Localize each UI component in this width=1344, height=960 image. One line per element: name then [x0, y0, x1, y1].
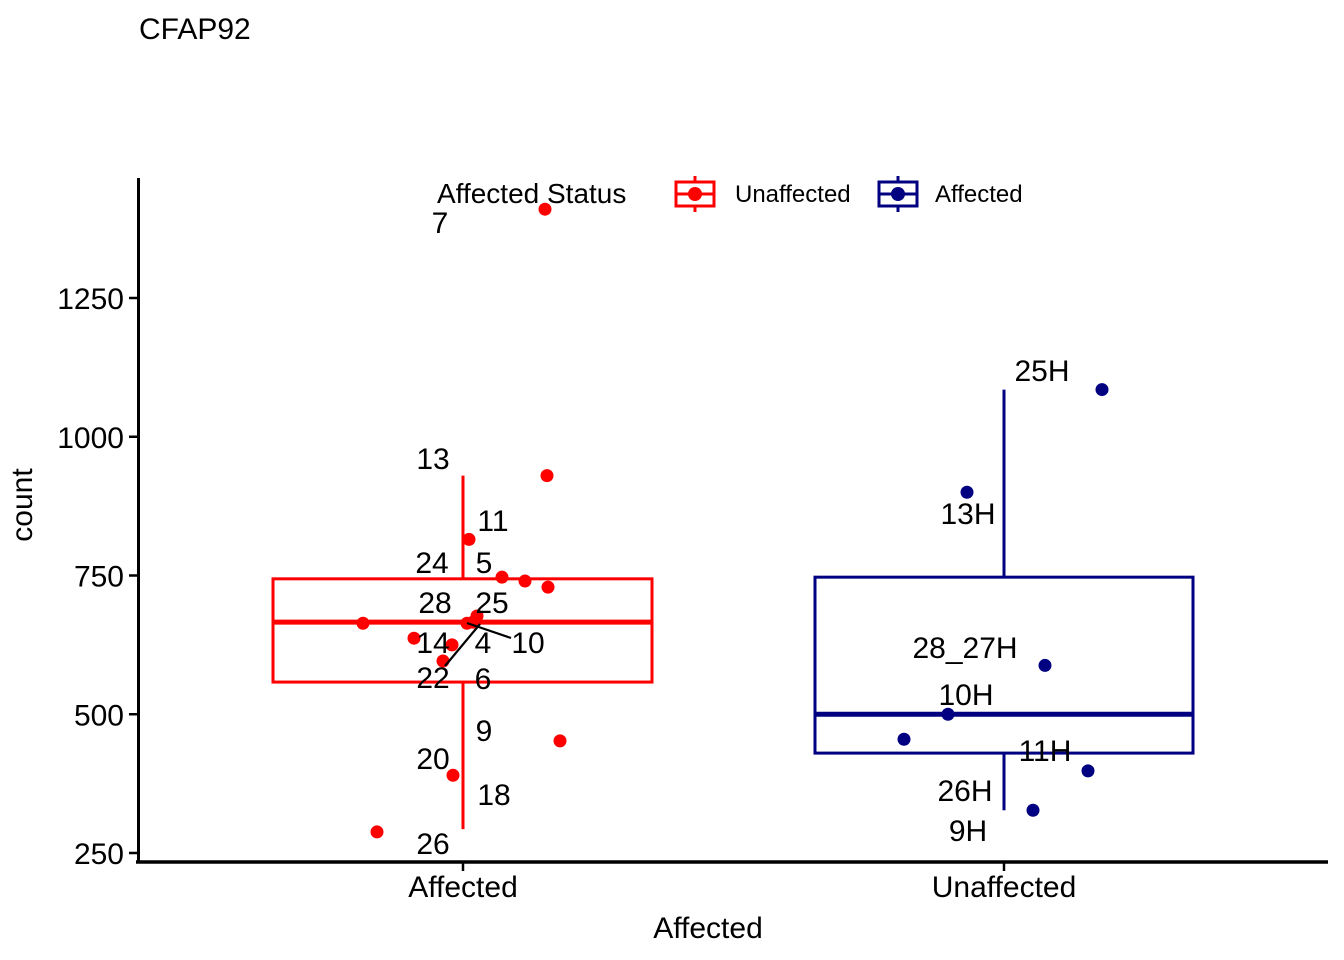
jitter-point [1095, 383, 1109, 397]
jitter-point [495, 570, 509, 584]
point-label: 9 [476, 715, 493, 748]
point-label: 11 [477, 505, 508, 538]
point-label: 9H [949, 815, 987, 848]
point-label: 18 [477, 779, 510, 812]
point-label: 28 [418, 587, 451, 620]
box [813, 575, 1195, 755]
jitter-point [356, 616, 370, 630]
x-category-label: Unaffected [932, 871, 1077, 904]
point-label: 13 [416, 443, 449, 476]
jitter-point [960, 485, 974, 499]
point-label: 22 [416, 662, 449, 695]
point-label: 7 [432, 207, 449, 240]
point-label: 4 [475, 627, 492, 660]
point-label: 13H [940, 498, 995, 531]
jitter-point [1026, 803, 1040, 817]
point-label: 20 [416, 743, 449, 776]
point-label: 6 [475, 663, 492, 696]
jitter-point [538, 202, 552, 216]
y-tick-label: 250 [74, 838, 124, 871]
point-label: 26H [937, 775, 992, 808]
jitter-point [445, 638, 459, 652]
jitter-point [370, 825, 384, 839]
jitter-point [1038, 658, 1052, 672]
x-category-label: Affected [408, 871, 518, 904]
jitter-point [462, 532, 476, 546]
y-tick-label: 500 [74, 699, 124, 732]
y-tick-label: 750 [74, 561, 124, 594]
point-label: 5 [476, 547, 493, 580]
point-label: 28_27H [912, 632, 1017, 665]
legend-key-unaffected-icon [674, 176, 716, 212]
plot-title: CFAP92 [139, 13, 251, 46]
label-connector [444, 623, 481, 667]
jitter-point [407, 631, 421, 645]
legend-item-label: Unaffected [735, 181, 851, 208]
jitter-point [1081, 764, 1095, 778]
jitter-point [540, 469, 554, 483]
legend: Affected Status Unaffected Affected [0, 86, 1344, 212]
jitter-point [541, 580, 555, 594]
point-label: 14 [416, 627, 449, 660]
point-label: 10H [938, 679, 993, 712]
point-label: 25 [475, 587, 508, 620]
point-label: 24 [415, 547, 448, 580]
legend-title: Affected Status [437, 178, 627, 209]
point-label: 26 [416, 828, 449, 861]
jitter-point [518, 574, 532, 588]
label-connector [466, 621, 512, 640]
y-tick-label: 1250 [57, 283, 124, 316]
jitter-point [446, 768, 460, 782]
jitter-point [897, 732, 911, 746]
legend-key-affected-icon [877, 176, 919, 212]
y-tick-label: 1000 [57, 422, 124, 455]
point-label: 25H [1014, 355, 1069, 388]
point-label: 10 [511, 627, 544, 660]
jitter-point [941, 707, 955, 721]
box [271, 577, 654, 684]
legend-item-label: Affected [935, 181, 1023, 208]
jitter-point [553, 734, 567, 748]
x-axis-title: Affected [653, 912, 763, 945]
point-label: 11H [1019, 735, 1072, 768]
y-axis-title: count [6, 468, 39, 542]
